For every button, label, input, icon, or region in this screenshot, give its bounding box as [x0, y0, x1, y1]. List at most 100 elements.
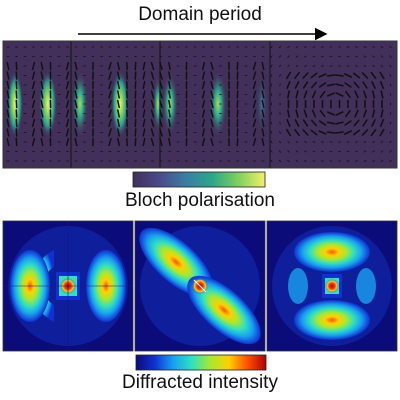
polarisation-arrow — [261, 80, 265, 90]
polarisation-arrow — [74, 109, 78, 118]
polarisation-arrow — [312, 141, 316, 143]
polarisation-arrow — [210, 137, 214, 147]
polarisation-arrow — [321, 55, 324, 58]
polarisation-arrow — [370, 71, 377, 80]
polarisation-arrow — [363, 55, 367, 58]
polarisation-arrow — [363, 140, 367, 144]
polarisation-arrow — [295, 64, 299, 68]
domain-period-title: Domain period — [138, 4, 262, 25]
bloch-polarisation-label: Bloch polarisation — [125, 190, 275, 211]
polarisation-arrow — [117, 61, 120, 71]
polarisation-arrow — [295, 150, 299, 153]
polarisation-arrow — [344, 120, 352, 126]
polarisation-arrow — [346, 55, 350, 58]
polarisation-arrow — [372, 150, 375, 153]
polarisation-arrow — [371, 119, 376, 127]
polarisation-arrow — [285, 71, 292, 80]
polarisation-arrow — [210, 99, 214, 109]
polarisation-arrow — [210, 80, 214, 90]
polarisation-arrow — [210, 90, 214, 99]
polarisation-arrow — [270, 83, 273, 87]
polarisation-arrow — [108, 80, 112, 90]
polarisation-arrow — [318, 73, 327, 78]
polarisation-arrow — [31, 90, 36, 99]
polarisation-arrow — [371, 90, 376, 99]
polarisation-arrow — [117, 80, 120, 90]
polarisation-arrow — [302, 129, 309, 136]
polarisation-arrow — [389, 159, 392, 163]
polarisation-arrow — [210, 128, 214, 137]
polarisation-arrow — [380, 64, 384, 68]
polarisation-arrow — [361, 129, 369, 136]
polarisation-arrow — [318, 130, 327, 135]
polarisation-arrow — [319, 109, 326, 118]
polarisation-arrow — [159, 99, 163, 109]
polarisation-arrow — [380, 109, 384, 118]
polarisation-arrow — [270, 150, 273, 153]
polarisation-arrow — [363, 109, 367, 118]
polarisation-arrow — [278, 64, 282, 68]
polarisation-arrow — [74, 90, 78, 99]
polarisation-arrow — [355, 46, 358, 48]
polarisation-arrow — [279, 74, 281, 77]
polarisation-arrow — [65, 118, 70, 128]
diffraction-colorbar — [135, 354, 267, 371]
polarisation-arrow — [303, 90, 308, 99]
polarisation-arrow — [6, 71, 10, 80]
bloch-domain-wall — [209, 70, 227, 138]
polarisation-arrow — [346, 141, 350, 143]
polarisation-arrow — [168, 90, 171, 99]
polarisation-arrow — [108, 128, 112, 137]
polarisation-arrow — [335, 83, 344, 87]
polarisation-arrow — [362, 119, 368, 127]
polarisation-arrow — [321, 65, 324, 67]
polarisation-arrow — [294, 81, 300, 89]
polarisation-arrow — [40, 80, 44, 90]
diffracted-intensity-label: Diffracted intensity — [122, 372, 278, 393]
polarisation-arrow — [142, 137, 146, 147]
polarisation-arrow — [278, 55, 282, 58]
polarisation-arrow — [285, 128, 292, 137]
polarisation-arrow — [346, 150, 350, 153]
polarisation-arrow — [304, 160, 307, 162]
polarisation-arrow — [310, 129, 318, 136]
polarisation-arrow — [294, 71, 300, 80]
polarisation-arrow — [201, 61, 206, 71]
polarisation-arrow — [201, 109, 206, 118]
polarisation-arrow — [389, 64, 392, 68]
bloch-panels — [2, 40, 398, 169]
polarisation-arrow — [65, 80, 70, 90]
polarisation-arrow — [312, 65, 316, 67]
polarisation-arrow — [389, 83, 392, 87]
polarisation-arrow — [159, 80, 163, 90]
polarisation-arrow — [252, 61, 257, 71]
polarisation-arrow — [6, 137, 10, 147]
polarisation-arrow — [302, 81, 309, 89]
polarisation-arrow — [326, 111, 336, 116]
polarisation-arrow — [326, 131, 336, 134]
polarisation-arrow — [142, 128, 146, 137]
polarisation-arrow — [335, 121, 344, 125]
polarisation-arrow — [252, 128, 257, 137]
polarisation-arrow — [150, 61, 155, 71]
polarisation-arrow — [74, 80, 78, 90]
polarisation-arrow — [31, 99, 36, 109]
polarisation-arrow — [372, 140, 375, 144]
polarisation-arrow — [389, 55, 392, 58]
polarisation-arrow — [295, 90, 299, 99]
polarisation-arrow — [310, 72, 318, 79]
polarisation-arrow — [150, 118, 155, 128]
polarisation-arrow — [201, 71, 206, 80]
polarisation-arrow — [286, 81, 291, 89]
polarisation-arrow — [335, 92, 344, 97]
polarisation-arrow — [74, 137, 78, 147]
polarisation-arrow — [270, 55, 273, 58]
polarisation-arrow — [370, 128, 377, 137]
polarisation-arrow — [380, 55, 384, 58]
polarisation-arrow — [355, 141, 358, 143]
polarisation-arrow — [210, 109, 214, 118]
polarisation-arrow — [142, 90, 146, 99]
polarisation-arrow — [150, 99, 155, 109]
polarisation-arrow — [311, 90, 317, 99]
polarisation-arrow — [302, 119, 309, 127]
